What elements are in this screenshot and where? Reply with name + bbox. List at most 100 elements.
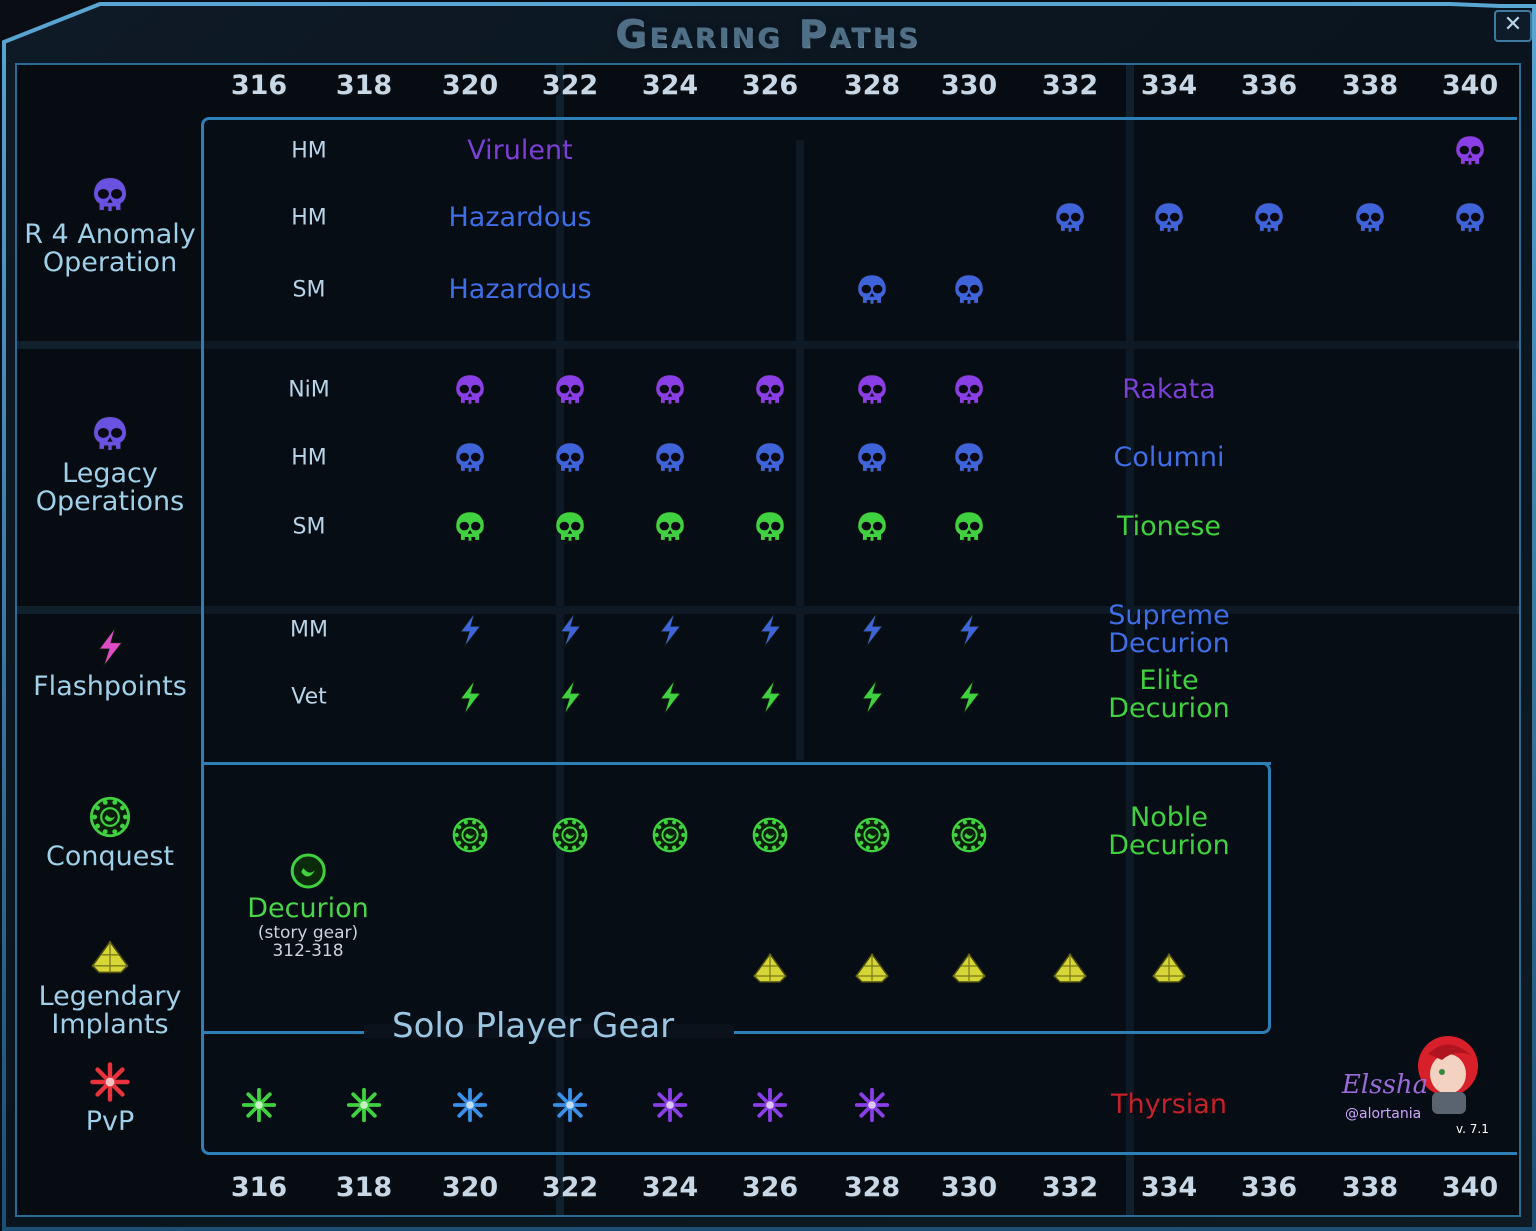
- category-label: Operations: [35, 486, 185, 517]
- skull-icon: [1154, 202, 1184, 233]
- lightning-icon: [659, 679, 682, 715]
- skull-icon: [655, 374, 685, 405]
- close-button[interactable]: ✕: [1494, 10, 1532, 42]
- level-tick: 328: [843, 1172, 901, 1203]
- author-avatar: [1418, 1036, 1478, 1114]
- difficulty-label: SM: [292, 277, 326, 303]
- implant-icon: [952, 952, 986, 983]
- category-label: Operation: [42, 247, 178, 278]
- gear-tier-label: Rakata: [1122, 376, 1216, 404]
- category-r4: R 4 Anomaly Operation: [10, 173, 210, 277]
- lightning-icon: [559, 679, 582, 715]
- gear-tier-label: Columni: [1114, 444, 1225, 472]
- pvp-star-icon: [241, 1087, 277, 1123]
- level-tick: 316: [230, 1172, 288, 1203]
- author-signature: Elssha: [1341, 1070, 1429, 1100]
- gear-tier-label: Virulent: [467, 137, 572, 165]
- skull-icon: [755, 442, 785, 473]
- conquest-icon: [552, 817, 588, 853]
- gear-tier-label: Hazardous: [448, 204, 591, 232]
- level-tick: 340: [1441, 70, 1499, 101]
- lightning-icon: [861, 612, 884, 648]
- gear-tier-text: Hazardous: [448, 274, 592, 305]
- implant-icon: [753, 952, 787, 983]
- gear-tier-label: Hazardous: [448, 276, 591, 304]
- gear-tier-text: Columni: [1113, 442, 1225, 473]
- skull-icon: [755, 511, 785, 542]
- category-implants: Legendary Implants: [10, 935, 210, 1039]
- gear-tier-label: Tionese: [1117, 513, 1221, 541]
- skull-icon: [1355, 202, 1385, 233]
- level-tick: 340: [1441, 1172, 1499, 1203]
- gear-tier-text: Hazardous: [448, 202, 592, 233]
- pvp-star-icon: [652, 1087, 688, 1123]
- difficulty-label: MM: [290, 617, 328, 643]
- skull-icon: [954, 374, 984, 405]
- lightning-icon: [958, 679, 981, 715]
- gear-tier-label: Thyrsian: [1111, 1091, 1227, 1119]
- skull-icon: [455, 374, 485, 405]
- decurion-icon: [290, 853, 326, 889]
- gear-tier-text: Thyrsian: [1111, 1089, 1227, 1120]
- lightning-icon: [459, 679, 482, 715]
- solo-gear-label: Solo Player Gear: [392, 1006, 675, 1046]
- level-tick: 320: [441, 1172, 499, 1203]
- lightning-icon: [559, 612, 582, 648]
- skull-icon: [455, 442, 485, 473]
- solo-gear-box: [201, 762, 1271, 1034]
- skull-icon: [555, 511, 585, 542]
- implant-icon: [855, 952, 889, 983]
- implant-icon: [1053, 952, 1087, 983]
- level-tick: 326: [741, 70, 799, 101]
- level-tick: 330: [940, 1172, 998, 1203]
- conquest-icon: [752, 817, 788, 853]
- level-tick: 324: [641, 70, 699, 101]
- implant-icon: [91, 940, 129, 974]
- pvp-star-icon: [552, 1087, 588, 1123]
- level-tick: 324: [641, 1172, 699, 1203]
- skull-icon: [655, 511, 685, 542]
- level-tick: 336: [1240, 70, 1298, 101]
- skull-icon: [857, 511, 887, 542]
- category-label: R 4 Anomaly: [24, 219, 196, 250]
- level-tick: 318: [335, 70, 393, 101]
- level-tick: 322: [541, 1172, 599, 1203]
- level-tick: 330: [940, 70, 998, 101]
- pvp-star-icon: [90, 1062, 130, 1102]
- level-tick: 334: [1140, 70, 1198, 101]
- category-label: Legacy: [62, 458, 158, 489]
- gear-tier-text: Virulent: [467, 135, 573, 166]
- window-title: Gearing Paths: [615, 12, 921, 56]
- decurion-range: 312-318: [272, 941, 344, 961]
- gear-tier-label: Elite Decurion: [1108, 667, 1230, 723]
- difficulty-label: NiM: [288, 377, 330, 403]
- conquest-icon: [452, 817, 488, 853]
- gear-tier-text: Decurion: [1108, 693, 1230, 724]
- lightning-icon: [97, 626, 124, 668]
- level-axis-bottom: 316 318 320 322 324 326 328 330 332 334 336 338 340: [0, 1172, 1536, 1212]
- pvp-star-icon: [452, 1087, 488, 1123]
- skull-icon: [1455, 135, 1485, 166]
- level-tick: 336: [1240, 1172, 1298, 1203]
- difficulty-label: Vet: [291, 684, 327, 710]
- author-handle: @alortania: [1345, 1106, 1422, 1122]
- gear-tier-text: Decurion: [1108, 628, 1230, 659]
- lightning-icon: [861, 679, 884, 715]
- skull-icon: [857, 442, 887, 473]
- level-axis-top: 316 318 320 322 324 326 328 330 332 334 336 338 340: [0, 70, 1536, 110]
- category-legacy: Legacy Operations: [10, 412, 210, 516]
- level-tick: 338: [1341, 1172, 1399, 1203]
- gear-tier-text: Tionese: [1116, 511, 1222, 542]
- skull-icon: [92, 415, 128, 452]
- lightning-icon: [459, 612, 482, 648]
- gear-tier-text: Supreme: [1108, 600, 1230, 631]
- difficulty-label: HM: [291, 445, 327, 471]
- category-label: Flashpoints: [33, 671, 187, 702]
- level-tick: 326: [741, 1172, 799, 1203]
- difficulty-label: HM: [291, 205, 327, 231]
- level-tick: 322: [541, 70, 599, 101]
- decurion-sub: (story gear): [257, 923, 359, 943]
- skull-icon: [1455, 202, 1485, 233]
